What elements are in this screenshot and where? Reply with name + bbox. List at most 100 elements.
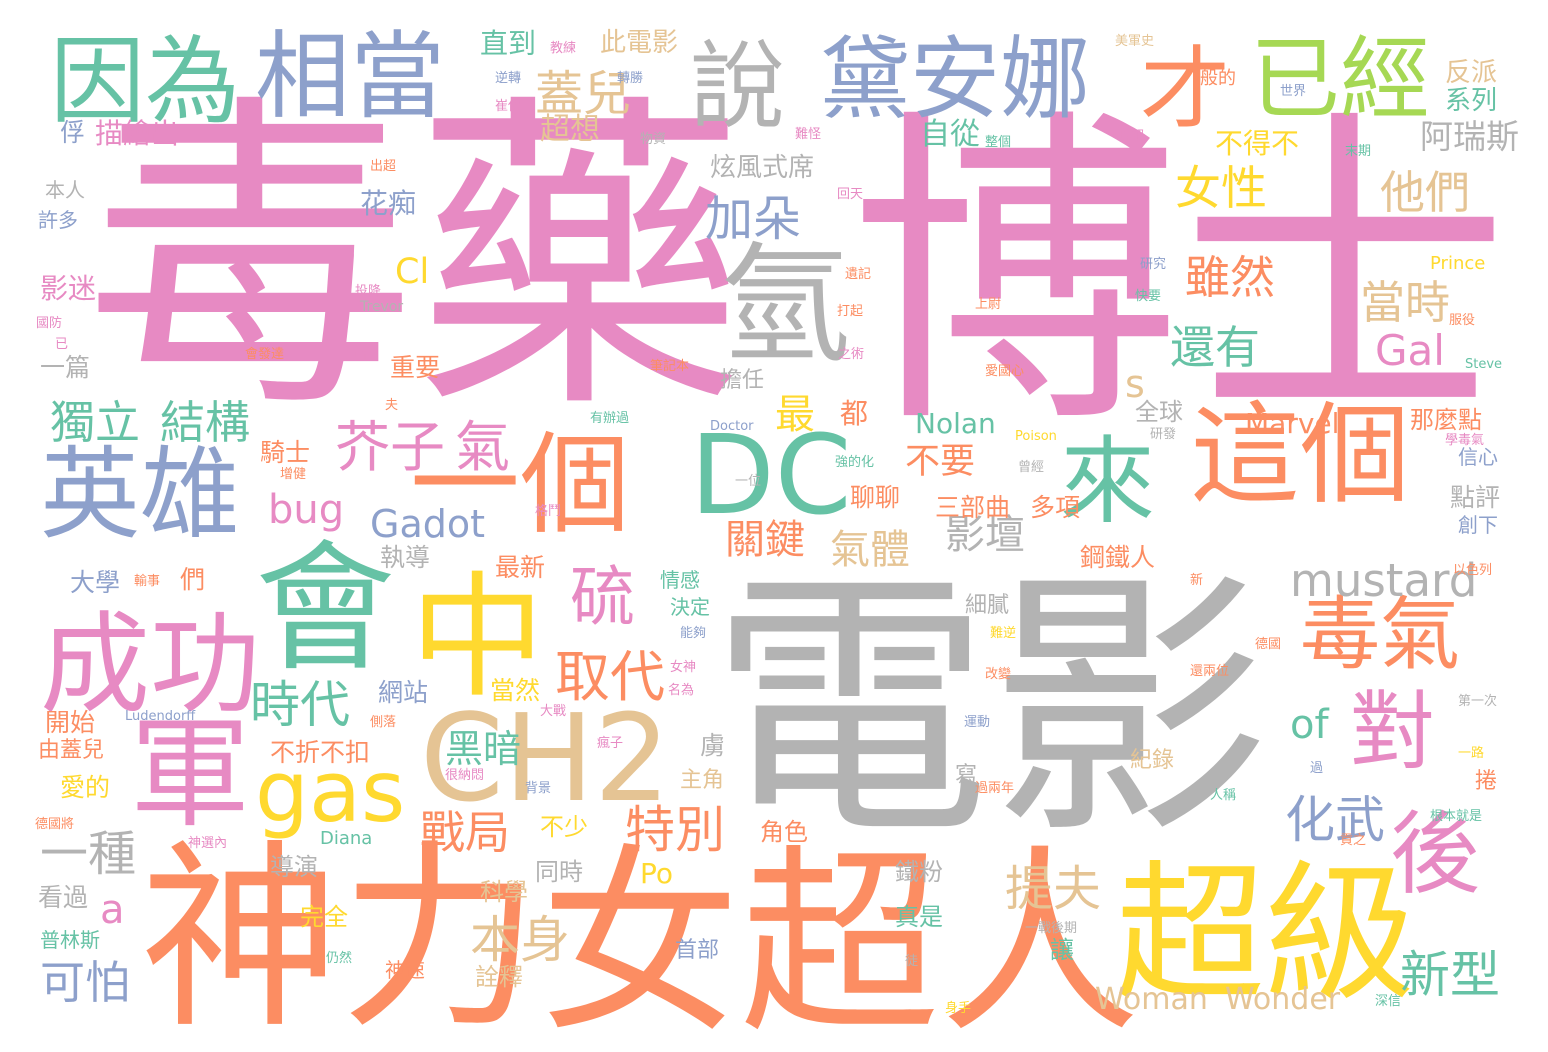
word: 側落 xyxy=(370,715,397,730)
word: 上尉 xyxy=(975,297,1002,312)
word: 神力 xyxy=(140,823,541,1052)
word: 超級 xyxy=(1115,848,1416,1022)
word: 博士 xyxy=(850,83,1510,467)
word: 細膩 xyxy=(965,593,1010,618)
word: bug xyxy=(268,487,345,533)
word: 科學 xyxy=(480,878,528,906)
word: 強的化 xyxy=(835,455,875,470)
word: 創下 xyxy=(1458,513,1498,537)
word: 開始 xyxy=(45,708,96,737)
word: 以色列 xyxy=(1453,563,1493,578)
word: 服役 xyxy=(1449,313,1476,328)
word: 大學 xyxy=(70,568,121,597)
word: Marvel xyxy=(1245,407,1340,440)
word: 三部曲 xyxy=(935,493,1011,522)
word: 有辦過 xyxy=(590,411,630,426)
word: 重要 xyxy=(390,353,441,382)
word: 決定 xyxy=(670,595,710,619)
word: 角色 xyxy=(760,818,808,846)
word: 鐵粉 xyxy=(895,858,943,886)
word: Cl xyxy=(395,252,430,292)
word: 電影 xyxy=(710,547,1270,873)
word: 最 xyxy=(775,392,815,438)
word: 許多 xyxy=(38,208,78,232)
word: 結構 xyxy=(160,396,251,449)
word: 過兩年 xyxy=(975,781,1015,796)
word: 本人 xyxy=(45,178,85,202)
word: 可怕 xyxy=(40,956,131,1009)
word: mustard xyxy=(1290,554,1478,607)
word: 學毒氣 xyxy=(1445,433,1485,448)
word: 一個 xyxy=(410,421,630,549)
word: 一路 xyxy=(1458,746,1485,761)
word: 毒氣 xyxy=(1300,588,1460,681)
word: 影迷 xyxy=(40,272,97,305)
word: 成功 xyxy=(40,601,260,729)
word: 愛國心 xyxy=(985,364,1025,379)
word: 過 xyxy=(1310,761,1324,776)
word: Po xyxy=(640,857,674,890)
word: 寫 xyxy=(955,763,978,788)
word: 還兩位 xyxy=(1190,664,1230,679)
word: 完全 xyxy=(300,903,348,931)
word: 多項 xyxy=(1030,493,1081,522)
word: 人稱 xyxy=(1210,788,1237,803)
word: 對 xyxy=(1350,683,1436,782)
word: 逆轉 xyxy=(495,71,522,86)
word: 本身 xyxy=(470,911,570,969)
word: 都 xyxy=(840,397,869,430)
word: 說 xyxy=(690,32,786,142)
word: 阿瑞斯 xyxy=(1420,117,1519,156)
word: 普林斯 xyxy=(40,928,100,952)
word: 一種 xyxy=(40,826,137,882)
word: Diana xyxy=(320,828,373,849)
word: 捲 xyxy=(1475,769,1498,794)
word: 般的 xyxy=(1200,68,1236,89)
word: Steve xyxy=(1465,357,1503,372)
word: 運動 xyxy=(964,715,991,730)
word: 雖然 xyxy=(1185,251,1276,304)
word: 關鍵 xyxy=(725,517,805,563)
word: 擔任 xyxy=(720,368,765,393)
word: 他們 xyxy=(1380,166,1471,219)
word: 遺記 xyxy=(845,267,872,282)
word: 由蓋兒 xyxy=(38,738,105,763)
word: 此電影 xyxy=(600,28,679,58)
word: 難怪 xyxy=(795,127,822,142)
word: 快要 xyxy=(1135,289,1162,304)
word: 當然 xyxy=(490,676,541,705)
word: 真是 xyxy=(895,903,943,931)
word: 末期 xyxy=(1345,144,1372,159)
word: 黛安娜 xyxy=(820,27,1090,132)
word: 第一次 xyxy=(1458,694,1498,709)
word: 氫 xyxy=(720,229,851,381)
word: Ludendorff xyxy=(125,709,196,724)
word: 詮釋 xyxy=(475,963,523,991)
word: 名為 xyxy=(668,683,695,698)
word: 時代 xyxy=(250,676,350,734)
word: 不得不 xyxy=(1215,127,1300,160)
word: 不要 xyxy=(905,442,976,482)
word: 最新 xyxy=(495,553,546,582)
word: 女性 xyxy=(1175,161,1267,215)
word: 物資 xyxy=(640,132,667,147)
word: 反派 xyxy=(1445,58,1498,88)
word: 英雄 xyxy=(40,436,240,553)
word: 來 xyxy=(1060,427,1156,537)
word: 新型 xyxy=(1400,946,1500,1004)
word: 虜 xyxy=(700,731,726,760)
word: 研究 xyxy=(1140,257,1167,272)
word: 投降 xyxy=(355,284,382,299)
word: 研發 xyxy=(1150,427,1177,442)
word: 首部 xyxy=(675,938,720,963)
word: 回天 xyxy=(837,187,864,202)
word: 已 xyxy=(55,337,69,352)
word: 描繪出 xyxy=(95,117,180,150)
word: 相當 xyxy=(255,22,446,132)
word: 根本就是 xyxy=(1430,809,1483,824)
word: 直到 xyxy=(480,27,537,60)
word: 宣布 xyxy=(345,347,372,362)
word: 導演 xyxy=(270,853,318,881)
word: 紀錄 xyxy=(1130,748,1175,773)
word: 女超人 xyxy=(540,828,1141,1052)
